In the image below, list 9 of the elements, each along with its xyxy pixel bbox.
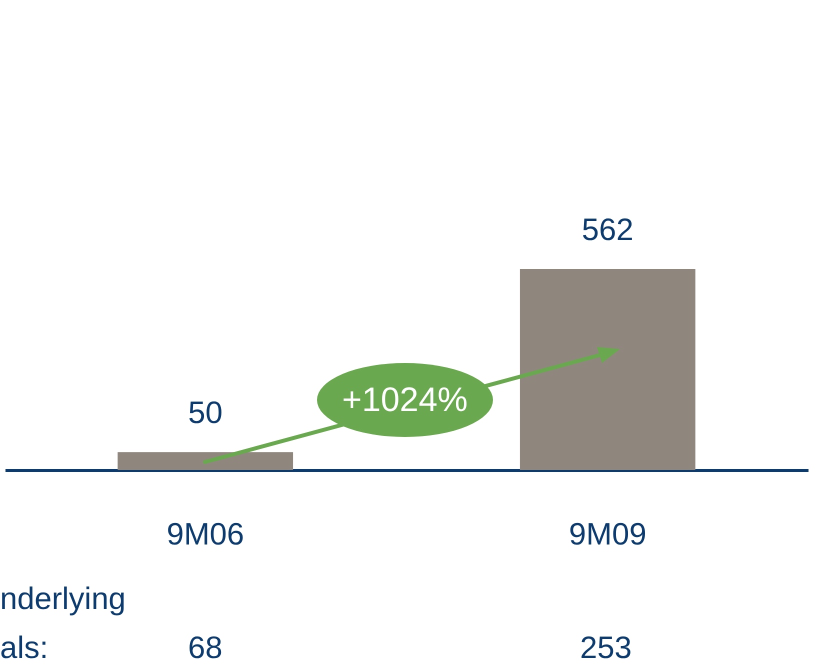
annotation: +1024% <box>342 381 468 419</box>
x-tick-label: 9M09 <box>568 516 646 552</box>
x-tick-label: 9M06 <box>166 516 244 552</box>
text: als: <box>0 630 48 665</box>
data-label: 50 <box>188 395 223 430</box>
text: 253 <box>580 630 632 665</box>
data-label: 562 <box>582 212 634 247</box>
text: nderlying <box>0 581 126 616</box>
text: 68 <box>188 630 222 665</box>
